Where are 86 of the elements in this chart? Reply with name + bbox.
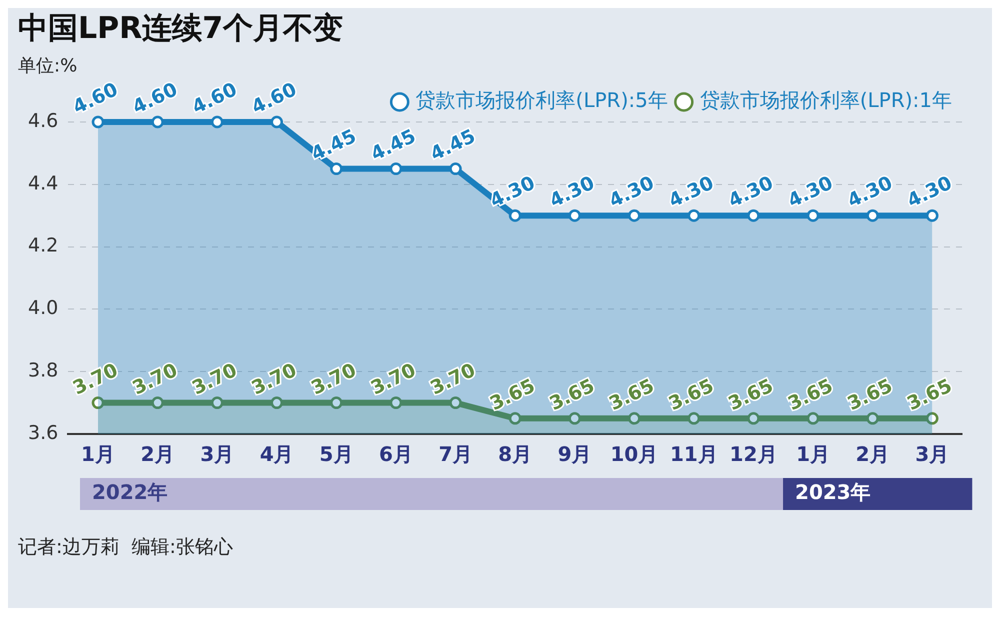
x-tick-label: 5月 — [319, 442, 354, 466]
point — [628, 209, 641, 222]
x-tick-label: 8月 — [498, 442, 532, 466]
point — [806, 209, 820, 222]
y-tick-label: 4.4 — [28, 172, 58, 194]
x-tick-label: 7月 — [438, 442, 472, 466]
x-tick-label: 12月 — [730, 442, 778, 466]
data-label: 4.60 — [188, 78, 240, 119]
y-tick-label: 3.6 — [28, 422, 58, 444]
data-label: 3.70 — [308, 359, 360, 400]
legend-label: 贷款市场报价利率(LPR):1年 — [700, 88, 952, 112]
data-label: 4.30 — [724, 172, 777, 212]
point — [270, 396, 284, 410]
y-tick-label: 4.6 — [28, 110, 58, 132]
data-label: 3.65 — [546, 374, 598, 415]
data-label: 3.70 — [427, 359, 479, 400]
point — [210, 116, 224, 128]
text: 2022年 — [92, 480, 168, 504]
y-tick-label: 4.2 — [28, 234, 58, 257]
x-tick-label: 3月 — [915, 442, 950, 466]
point — [628, 412, 641, 425]
data-label: 4.30 — [904, 172, 956, 212]
data-label: 3.70 — [70, 359, 122, 400]
y-tick-label: 3.8 — [28, 360, 58, 382]
data-label: 3.70 — [188, 359, 240, 400]
point — [92, 396, 104, 410]
data-label: 4.30 — [784, 172, 836, 212]
data-label: 3.65 — [665, 374, 718, 415]
point — [151, 396, 164, 410]
point — [926, 209, 938, 222]
x-tick-label: 1月 — [796, 442, 830, 466]
point — [330, 162, 343, 176]
data-label: 4.60 — [248, 78, 300, 119]
point — [568, 209, 581, 222]
point — [330, 396, 343, 410]
point — [747, 209, 760, 222]
x-tick-label: 2月 — [856, 442, 890, 466]
chart-title: 中国LPR连续7个月不变 — [18, 10, 344, 46]
x-tick-label: 2月 — [140, 442, 175, 466]
data-label: 4.30 — [844, 172, 896, 212]
x-tick-label: 9月 — [558, 442, 592, 466]
data-label: 4.45 — [427, 125, 479, 166]
data-label: 4.60 — [70, 78, 122, 119]
point — [688, 209, 700, 222]
point — [508, 412, 522, 425]
data-label: 4.30 — [606, 172, 658, 212]
point — [926, 412, 938, 425]
point — [210, 396, 224, 410]
data-label: 4.60 — [129, 78, 181, 119]
legend-label: 贷款市场报价利率(LPR):5年 — [416, 88, 668, 112]
data-label: 3.65 — [904, 374, 956, 415]
point — [449, 162, 462, 176]
point — [747, 412, 760, 425]
data-label: 4.30 — [665, 172, 718, 212]
data-label: 3.65 — [606, 374, 658, 415]
point — [151, 116, 164, 128]
point — [390, 162, 402, 176]
data-label: 3.70 — [129, 359, 181, 400]
data-label: 4.45 — [367, 125, 420, 166]
x-tick-label: 3月 — [200, 442, 234, 466]
point — [508, 209, 522, 222]
point — [866, 412, 879, 425]
data-label: 3.65 — [844, 374, 896, 415]
x-tick-label: 1月 — [81, 442, 115, 466]
text: 2023年 — [795, 480, 871, 504]
x-tick-label: 11月 — [670, 442, 718, 466]
text: 记者:边万莉 编辑:张铭心 — [18, 536, 233, 558]
data-label: 3.65 — [784, 374, 836, 415]
y-axis-title: 单位:% — [18, 56, 78, 77]
x-tick-label: 10月 — [610, 442, 658, 466]
x-tick-label: 6月 — [378, 442, 413, 466]
data-label: 3.65 — [724, 374, 777, 415]
point — [688, 412, 700, 425]
point — [270, 116, 284, 128]
point — [92, 116, 104, 128]
x-tick-label: 4月 — [260, 442, 294, 466]
data-label: 3.70 — [248, 359, 300, 400]
point — [449, 396, 462, 410]
data-label: 3.70 — [367, 359, 420, 400]
point — [806, 412, 820, 425]
y-tick-label: 4.0 — [28, 297, 58, 320]
point — [390, 396, 402, 410]
data-label: 3.65 — [486, 374, 538, 415]
point — [568, 412, 581, 425]
data-label: 4.30 — [546, 172, 598, 212]
point — [866, 209, 879, 222]
